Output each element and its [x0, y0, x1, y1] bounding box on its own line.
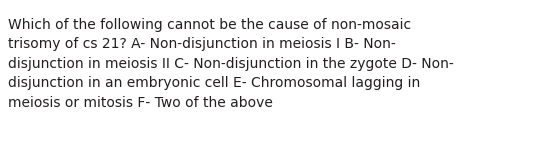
Text: Which of the following cannot be the cause of non-mosaic
trisomy of cs 21? A- No: Which of the following cannot be the cau…	[8, 18, 454, 110]
